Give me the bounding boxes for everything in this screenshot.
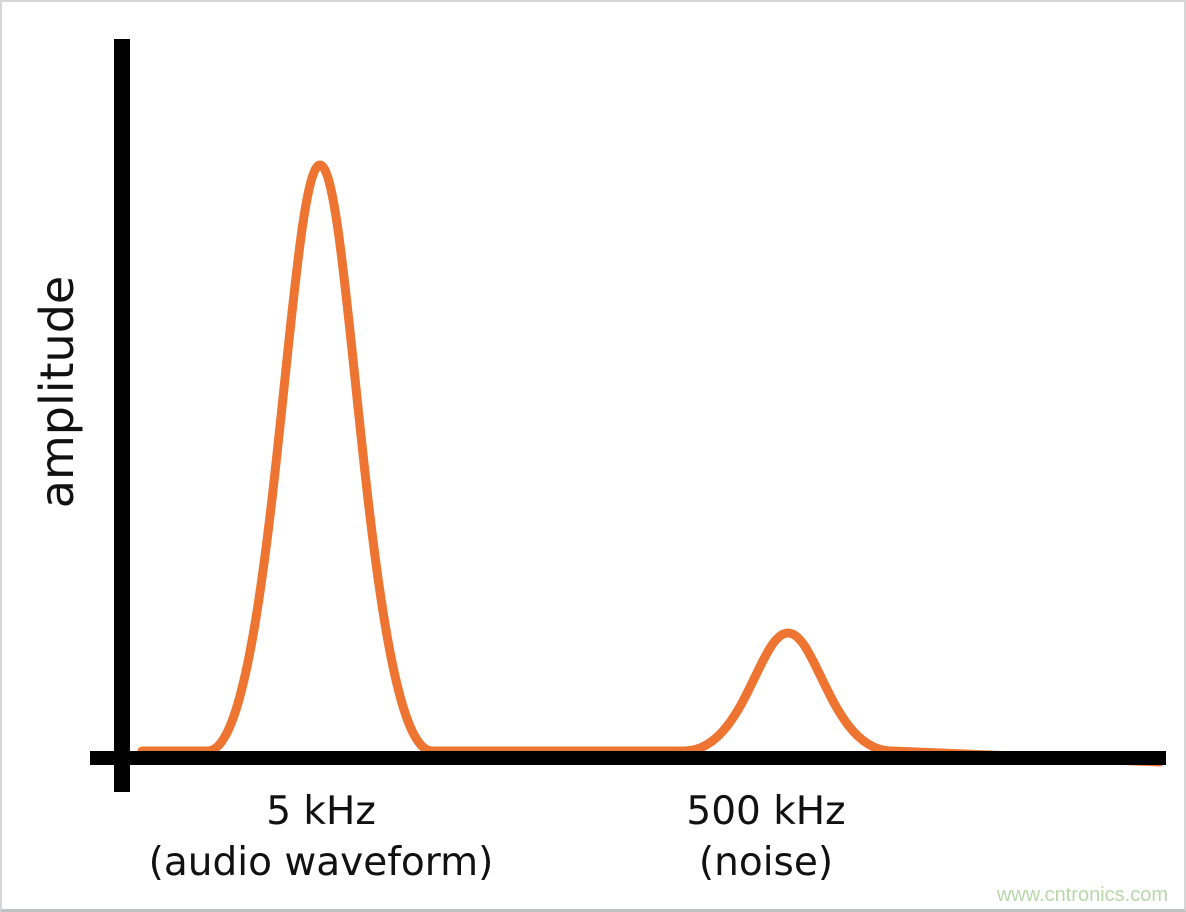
y-axis-label: amplitude <box>30 275 84 509</box>
x-tick-500khz: 500 kHz (noise) <box>516 786 1016 888</box>
x-tick-frequency: 500 kHz <box>686 789 846 834</box>
x-axis-line <box>90 751 1166 765</box>
x-tick-5khz: 5 kHz (audio waveform) <box>71 786 571 888</box>
spectrum-curve <box>137 160 1165 767</box>
x-tick-description: (audio waveform) <box>148 840 494 885</box>
x-tick-frequency: 5 kHz <box>266 789 376 834</box>
watermark-text: www.cntronics.com <box>996 884 1168 906</box>
x-tick-description: (noise) <box>698 840 834 885</box>
y-axis-line <box>114 39 130 792</box>
